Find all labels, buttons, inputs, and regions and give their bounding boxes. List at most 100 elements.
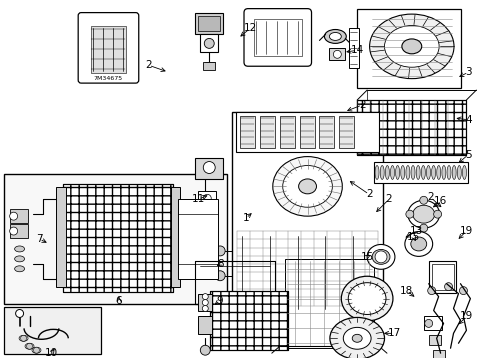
- Bar: [210, 291, 287, 350]
- Bar: [299, 116, 314, 148]
- Bar: [236, 112, 378, 152]
- Text: 17: 17: [386, 328, 400, 338]
- Ellipse shape: [19, 335, 28, 341]
- Ellipse shape: [404, 231, 432, 256]
- Ellipse shape: [329, 32, 341, 40]
- Ellipse shape: [390, 166, 394, 179]
- Ellipse shape: [410, 166, 414, 179]
- Text: 15: 15: [407, 232, 420, 242]
- Bar: [200, 35, 218, 52]
- Ellipse shape: [15, 256, 24, 262]
- Circle shape: [419, 224, 427, 232]
- Ellipse shape: [329, 318, 384, 359]
- Ellipse shape: [385, 166, 388, 179]
- Circle shape: [444, 283, 451, 291]
- Text: 13: 13: [409, 226, 423, 236]
- Text: 16: 16: [433, 196, 447, 206]
- Ellipse shape: [343, 327, 370, 349]
- Bar: [198, 294, 212, 311]
- Bar: [284, 259, 373, 348]
- Ellipse shape: [298, 179, 316, 194]
- Circle shape: [215, 271, 224, 281]
- Circle shape: [10, 212, 18, 220]
- Bar: [431, 264, 452, 290]
- Bar: [198, 192, 216, 205]
- Ellipse shape: [400, 166, 404, 179]
- Text: 2: 2: [365, 189, 372, 199]
- Ellipse shape: [384, 26, 438, 67]
- Ellipse shape: [347, 283, 385, 315]
- Text: 6: 6: [115, 296, 122, 306]
- Bar: [195, 13, 223, 35]
- Circle shape: [200, 345, 210, 355]
- FancyBboxPatch shape: [244, 9, 311, 66]
- Circle shape: [16, 310, 23, 318]
- Bar: [178, 199, 218, 279]
- Ellipse shape: [374, 166, 378, 179]
- Bar: [356, 100, 466, 154]
- Bar: [232, 112, 382, 312]
- Bar: [356, 9, 461, 88]
- Circle shape: [204, 39, 214, 48]
- Bar: [240, 116, 254, 148]
- Bar: [373, 162, 468, 183]
- Text: 2: 2: [358, 100, 365, 110]
- Text: 7M34675: 7M34675: [93, 76, 122, 81]
- Text: 19: 19: [459, 311, 472, 321]
- Bar: [4, 306, 101, 354]
- Ellipse shape: [25, 343, 34, 349]
- Circle shape: [203, 194, 211, 202]
- Bar: [63, 184, 172, 292]
- Text: 10: 10: [45, 348, 58, 358]
- Text: 2: 2: [385, 194, 391, 204]
- Text: 4: 4: [464, 115, 471, 125]
- Bar: [170, 187, 180, 287]
- Circle shape: [433, 210, 441, 218]
- Ellipse shape: [436, 166, 440, 179]
- Bar: [339, 116, 353, 148]
- Circle shape: [26, 343, 32, 349]
- Text: 5: 5: [464, 150, 471, 159]
- Ellipse shape: [395, 166, 399, 179]
- Ellipse shape: [412, 205, 434, 223]
- Bar: [195, 158, 223, 179]
- Ellipse shape: [282, 166, 332, 207]
- Bar: [356, 100, 466, 154]
- Ellipse shape: [15, 266, 24, 272]
- Circle shape: [374, 251, 386, 263]
- Text: 1: 1: [242, 213, 249, 223]
- Bar: [259, 116, 274, 148]
- Bar: [56, 187, 66, 287]
- Text: 7: 7: [36, 234, 42, 244]
- Text: 2: 2: [427, 192, 433, 202]
- Bar: [198, 316, 212, 334]
- Ellipse shape: [371, 249, 389, 264]
- Circle shape: [202, 306, 208, 311]
- Circle shape: [419, 196, 427, 204]
- Ellipse shape: [462, 166, 466, 179]
- Bar: [10, 209, 27, 223]
- Bar: [198, 15, 220, 31]
- Circle shape: [459, 287, 467, 294]
- Ellipse shape: [421, 166, 425, 179]
- Circle shape: [215, 294, 224, 303]
- Bar: [253, 19, 301, 56]
- Ellipse shape: [324, 30, 346, 44]
- Bar: [91, 26, 125, 73]
- Ellipse shape: [401, 39, 421, 54]
- FancyBboxPatch shape: [78, 13, 139, 83]
- Bar: [423, 316, 441, 330]
- Text: 19: 19: [459, 226, 472, 236]
- Text: 2: 2: [145, 60, 152, 70]
- Circle shape: [202, 294, 208, 300]
- Text: 3: 3: [464, 67, 471, 77]
- Text: 14: 14: [350, 45, 363, 55]
- Text: 11: 11: [191, 194, 204, 204]
- Bar: [63, 184, 172, 292]
- Ellipse shape: [446, 166, 450, 179]
- Ellipse shape: [415, 166, 419, 179]
- Circle shape: [427, 287, 435, 294]
- Bar: [319, 116, 334, 148]
- Bar: [432, 350, 444, 360]
- Bar: [428, 261, 456, 293]
